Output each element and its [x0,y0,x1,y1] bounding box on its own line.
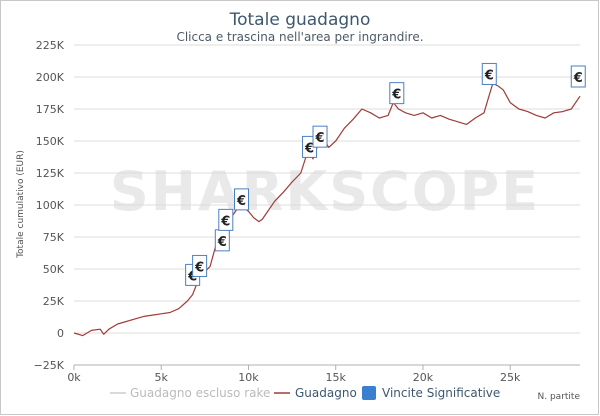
significant-win-box [234,188,250,211]
significant-win-box [192,254,208,277]
x-tick-label: 20k [413,371,434,384]
legend-swatch-vincite [362,386,376,400]
y-tick-label: 50K [43,263,65,276]
significant-win-box [218,208,234,231]
x-tick-label: 25k [500,371,521,384]
legend-item-vincite[interactable]: Vincite Significative [362,386,500,400]
y-tick-label: 0 [57,327,64,340]
y-tick-label: 200K [36,71,65,84]
legend-label-vincite: Vincite Significative [382,386,500,400]
significant-win-marker[interactable]: € [218,208,234,231]
significant-win-marker[interactable]: € [192,254,208,277]
x-tick-label: 15k [326,371,347,384]
legend-item-guadagno[interactable]: Guadagno [274,386,357,400]
watermark-text: SHARKSCOPE [110,160,540,223]
legend: Guadagno escluso rake Guadagno Vincite S… [110,386,500,400]
euro-icon: € [304,141,314,156]
euro-icon: € [573,71,583,86]
significant-win-marker[interactable]: € [481,62,497,85]
y-tick-label: 100K [36,199,65,212]
x-tick-label: 5k [155,371,169,384]
significant-win-marker[interactable]: € [570,65,586,88]
x-tick-label: 0k [67,371,81,384]
marker-layer[interactable]: €€€€€€€€€€ [185,62,586,286]
y-tick-label: 125K [36,167,65,180]
significant-win-box [570,65,586,88]
chart-title: Totale guadagno [229,10,371,30]
euro-icon: € [236,194,246,209]
x-axis-label: N. partite [538,392,581,402]
y-tick-label: 150K [36,135,65,148]
significant-win-marker[interactable]: € [214,229,230,252]
euro-icon: € [314,131,324,146]
y-tick-label: 75K [43,231,65,244]
legend-label-escluso-rake: Guadagno escluso rake [130,386,270,400]
significant-win-box [312,125,328,148]
axes-layer: 225K 200K 175K 150K 125K 100K 75K 50K 25K 0 −25K0k… [34,39,580,384]
x-tick-label: 10k [238,371,259,384]
euro-icon: € [217,235,227,250]
significant-win-box [481,62,497,85]
euro-icon: € [391,88,401,103]
significant-win-box [389,82,405,105]
y-tick-label: 25K [43,295,65,308]
significant-win-marker[interactable]: € [389,82,405,105]
legend-item-escluso-rake[interactable]: Guadagno escluso rake [110,386,270,400]
legend-label-guadagno: Guadagno [295,386,357,400]
euro-icon: € [220,214,230,229]
grid-layer [74,44,580,366]
euro-icon: € [484,68,494,83]
significant-win-marker[interactable]: € [312,125,328,148]
y-tick-label: −25K [34,359,65,372]
y-tick-label: 175K [36,103,65,116]
y-tick-label: 225K [36,39,65,52]
chart-subtitle: Clicca e trascina nell'area per ingrandi… [176,30,423,44]
y-axis-label: Totale cumulativo (EUR) [16,150,26,259]
significant-win-marker[interactable]: € [234,188,250,211]
euro-icon: € [194,260,204,275]
